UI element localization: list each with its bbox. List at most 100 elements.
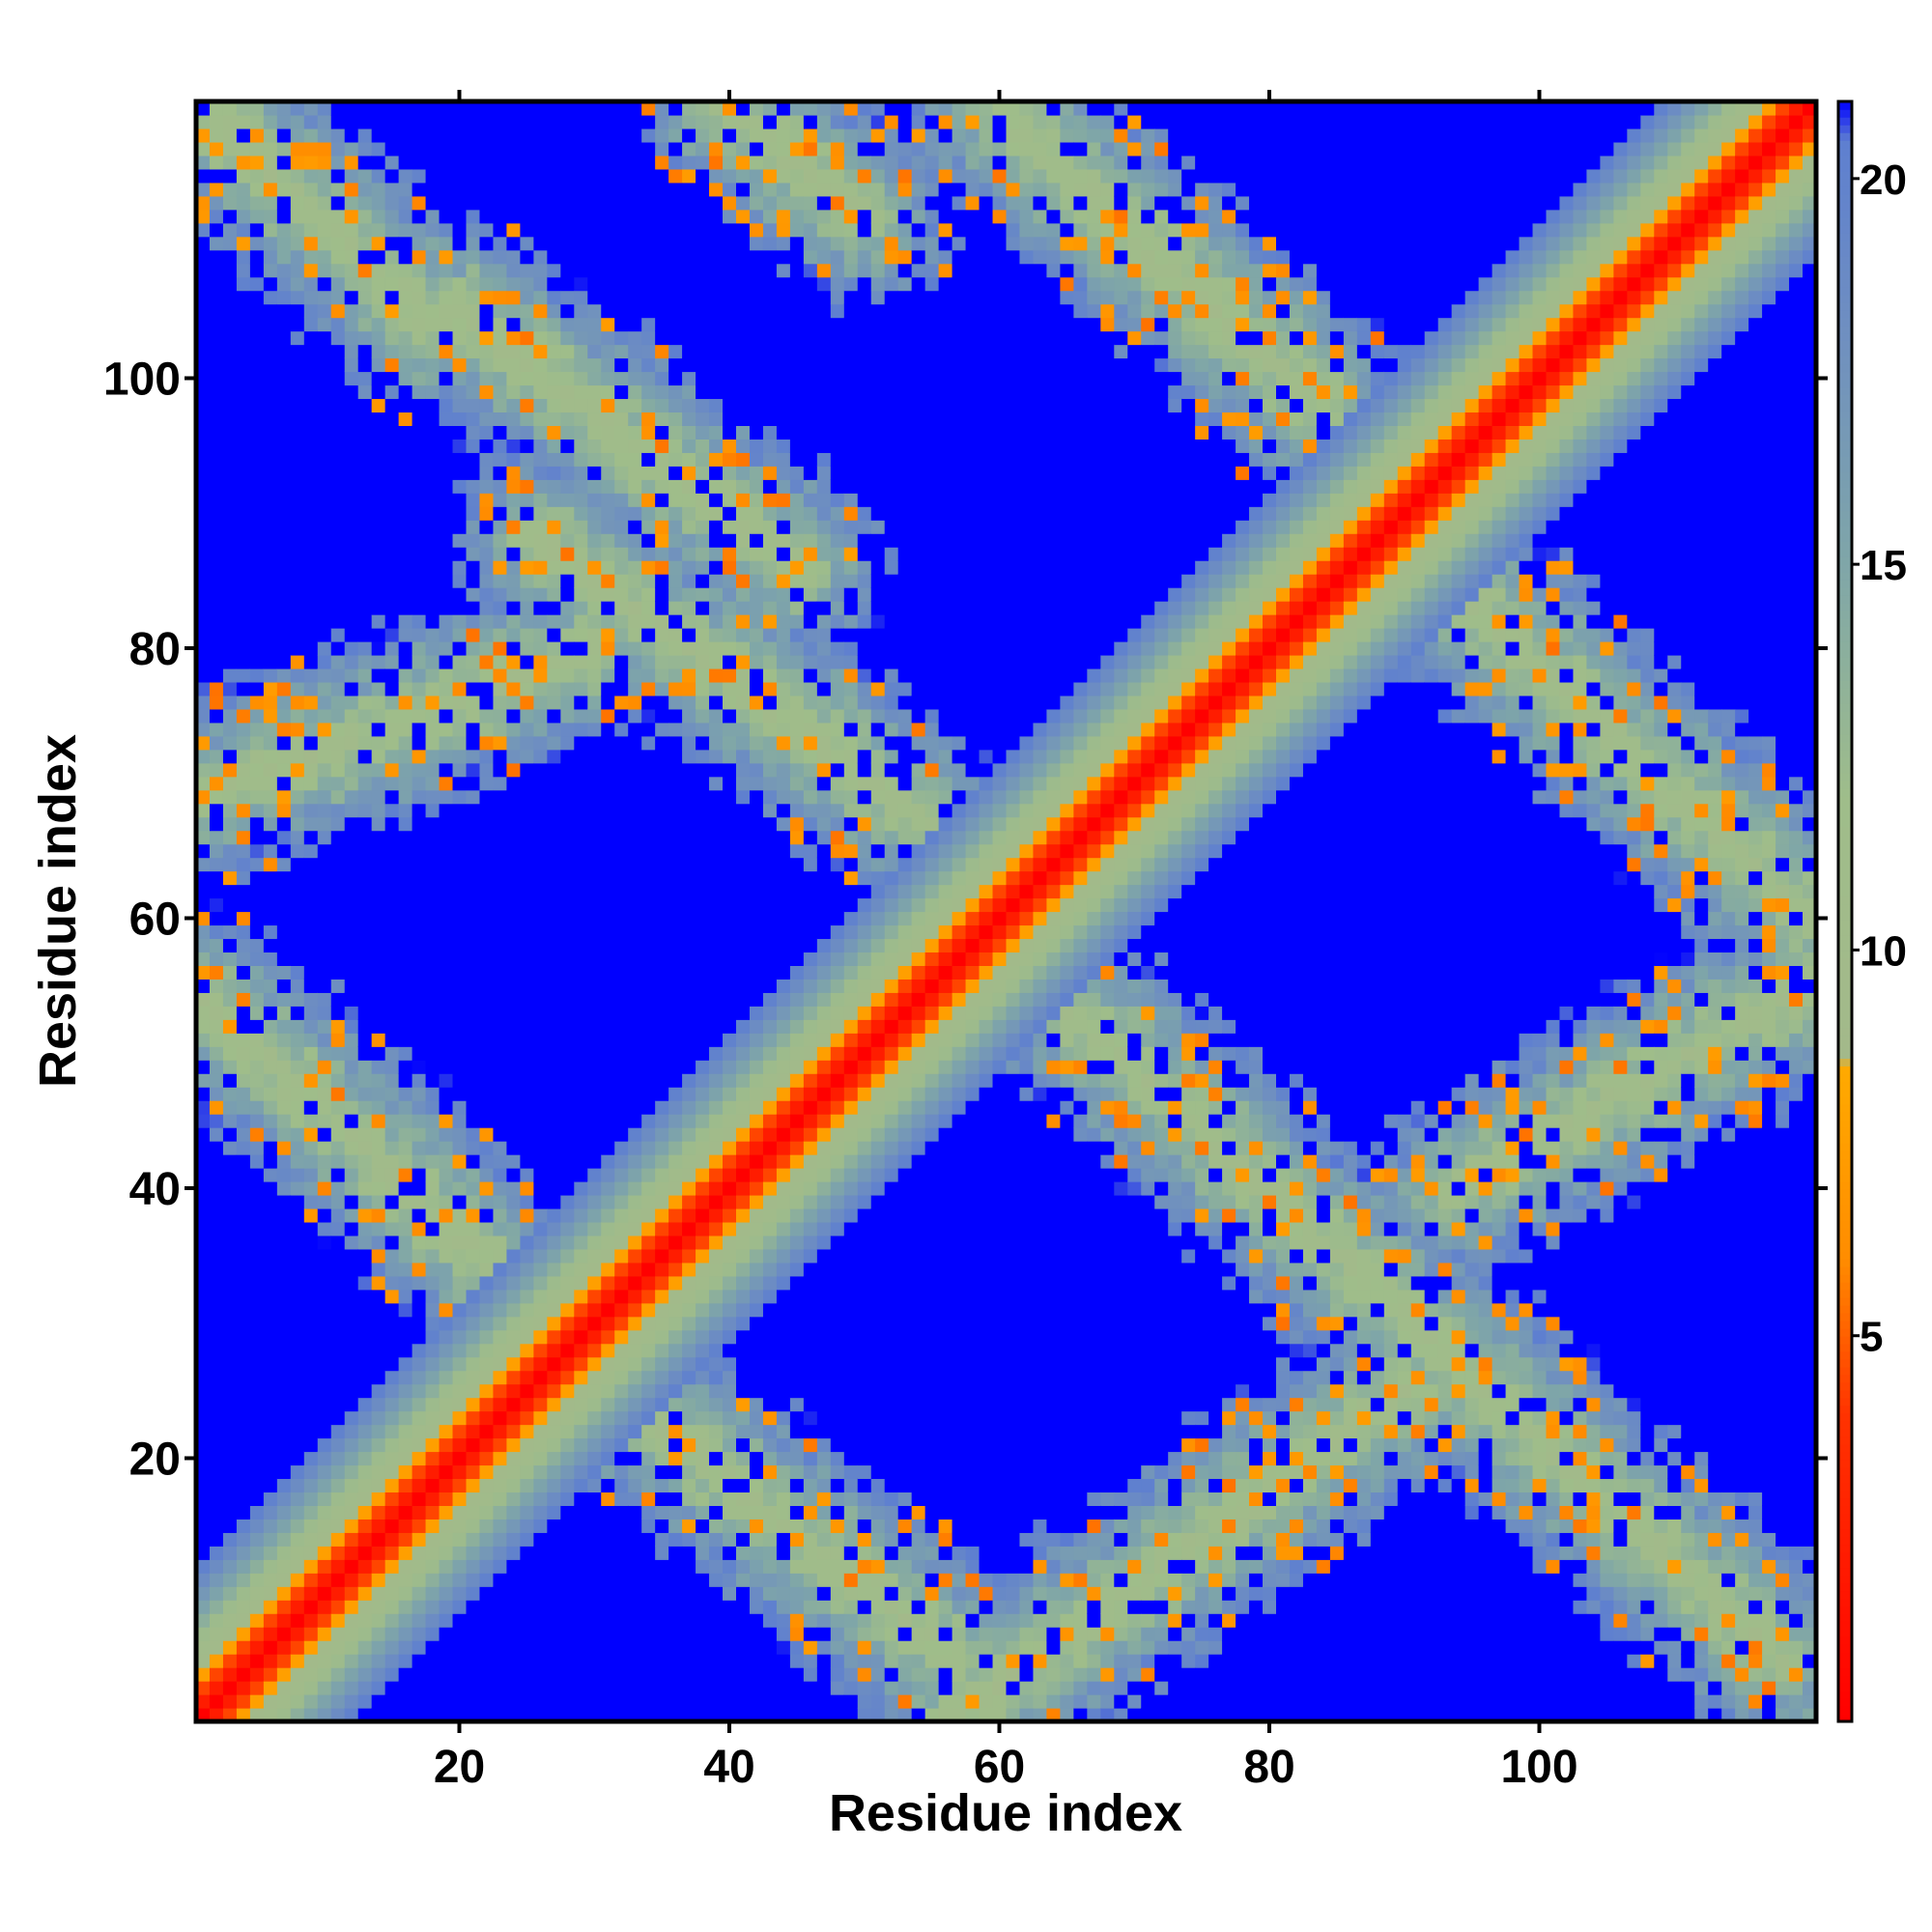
heatmap-cell (547, 722, 561, 737)
heatmap-cell (357, 789, 373, 805)
heatmap-cell (587, 209, 602, 224)
heatmap-cell (493, 654, 508, 669)
heatmap-cell (723, 789, 737, 805)
heatmap-cell (574, 101, 588, 116)
heatmap-cell (196, 425, 211, 440)
heatmap-cell (641, 1181, 656, 1196)
heatmap-cell (601, 1492, 615, 1506)
heatmap-cell (614, 466, 629, 480)
heatmap-cell (628, 668, 642, 683)
heatmap-cell (723, 1600, 737, 1614)
heatmap-cell (222, 1316, 238, 1331)
heatmap-cell (357, 1410, 373, 1426)
heatmap-cell (574, 628, 588, 642)
heatmap-cell (574, 789, 588, 805)
heatmap-cell (668, 1289, 683, 1304)
heatmap-cell (696, 1681, 710, 1695)
heatmap-cell (466, 114, 481, 129)
heatmap-cell (655, 520, 669, 534)
heatmap-cell (276, 668, 292, 683)
heatmap-cell (696, 695, 710, 710)
heatmap-cell (682, 911, 696, 926)
heatmap-cell (655, 1654, 669, 1668)
heatmap-cell (587, 708, 602, 724)
heatmap-cell (452, 344, 468, 359)
heatmap-cell (236, 1464, 251, 1480)
heatmap-cell (560, 1478, 575, 1493)
heatmap-cell (723, 776, 737, 791)
heatmap-cell (668, 479, 683, 494)
heatmap-cell (196, 1410, 211, 1426)
heatmap-cell (709, 574, 724, 588)
heatmap-cell (655, 911, 669, 926)
heatmap-cell (357, 776, 373, 791)
heatmap-cell (506, 263, 521, 278)
heatmap-cell (371, 884, 386, 899)
heatmap-cell (587, 952, 602, 966)
heatmap-cell (263, 195, 278, 211)
heatmap-cell (628, 1424, 642, 1439)
heatmap-cell (723, 1033, 737, 1047)
heatmap-cell (303, 155, 319, 170)
heatmap-cell (303, 1640, 319, 1655)
heatmap-cell (682, 344, 696, 359)
heatmap-cell (614, 1546, 629, 1560)
heatmap-cell (641, 1060, 656, 1074)
heatmap-cell (574, 1127, 588, 1142)
heatmap-cell (736, 979, 751, 993)
heatmap-cell (547, 236, 561, 251)
heatmap-cell (614, 1046, 629, 1061)
heatmap-cell (425, 1451, 440, 1466)
heatmap-cell (290, 1248, 305, 1264)
heatmap-cell (736, 1573, 751, 1587)
heatmap-cell (303, 1275, 319, 1291)
heatmap-cell (682, 1627, 696, 1641)
heatmap-cell (236, 924, 251, 940)
heatmap-cell (547, 668, 561, 683)
heatmap-cell (344, 1329, 359, 1345)
heatmap-cell (560, 735, 575, 751)
heatmap-cell (371, 1383, 386, 1399)
heatmap-cell (668, 1302, 683, 1318)
heatmap-cell (560, 560, 575, 575)
heatmap-cell (452, 965, 468, 980)
heatmap-cell (601, 965, 615, 980)
heatmap-cell (628, 290, 642, 305)
heatmap-cell (560, 1154, 575, 1169)
heatmap-cell (263, 1181, 278, 1196)
heatmap-cell (276, 749, 292, 764)
heatmap-cell (614, 114, 629, 129)
heatmap-cell (276, 128, 292, 143)
heatmap-cell (196, 628, 211, 642)
heatmap-cell (696, 249, 710, 265)
heatmap-cell (641, 1708, 656, 1722)
heatmap-cell (533, 1302, 548, 1318)
heatmap-cell (506, 1397, 521, 1412)
heatmap-cell (344, 547, 359, 561)
heatmap-cell (466, 236, 481, 251)
heatmap-cell (439, 1194, 454, 1209)
heatmap-cell (412, 1492, 427, 1506)
heatmap-cell (236, 1613, 251, 1628)
heatmap-cell (736, 1114, 751, 1128)
heatmap-cell (384, 1640, 400, 1655)
heatmap-cell (466, 1464, 481, 1480)
heatmap-cell (276, 263, 292, 278)
heatmap-cell (209, 128, 224, 143)
heatmap-cell (560, 222, 575, 238)
heatmap-cell (628, 317, 642, 332)
heatmap-cell (249, 1046, 265, 1061)
heatmap-cell (601, 249, 615, 265)
heatmap-cell (723, 1397, 737, 1412)
heatmap-cell (303, 303, 319, 319)
heatmap-cell (641, 816, 656, 832)
heatmap-cell (493, 357, 508, 373)
heatmap-cell (303, 466, 319, 480)
heatmap-cell (290, 1154, 305, 1169)
heatmap-cell (398, 1127, 413, 1142)
heatmap-cell (398, 533, 413, 548)
heatmap-cell (249, 628, 265, 642)
heatmap-cell (614, 1087, 629, 1101)
heatmap-cell (574, 843, 588, 859)
heatmap-cell (493, 1613, 508, 1628)
